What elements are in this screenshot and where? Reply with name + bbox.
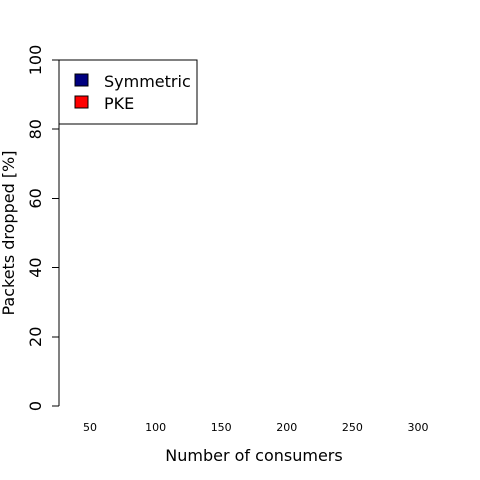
y-tick-label-40: 40 (26, 257, 45, 277)
x-tick-label-300: 300 (408, 421, 429, 434)
legend: Symmetric PKE (59, 60, 197, 124)
legend-swatch-symmetric (75, 74, 88, 86)
y-axis-ticks: 0 20 40 60 80 100 (26, 45, 59, 411)
y-tick-label-80: 80 (26, 119, 45, 139)
x-axis-title: Number of consumers (165, 446, 342, 465)
x-tick-label-150: 150 (211, 421, 232, 434)
y-tick-label-60: 60 (26, 188, 45, 208)
x-tick-label-50: 50 (83, 421, 97, 434)
y-axis-title: Packets dropped [%] (0, 150, 18, 315)
x-axis-ticks: 50 100 150 200 250 300 (83, 421, 429, 434)
y-tick-label-100: 100 (26, 45, 45, 76)
legend-frame (59, 60, 197, 124)
legend-label-pke: PKE (104, 94, 134, 113)
y-tick-label-0: 0 (26, 401, 45, 411)
x-tick-label-200: 200 (276, 421, 297, 434)
x-tick-label-100: 100 (145, 421, 166, 434)
y-tick-label-20: 20 (26, 327, 45, 347)
legend-label-symmetric: Symmetric (104, 72, 191, 91)
legend-swatch-pke (75, 96, 88, 108)
x-tick-label-250: 250 (342, 421, 363, 434)
